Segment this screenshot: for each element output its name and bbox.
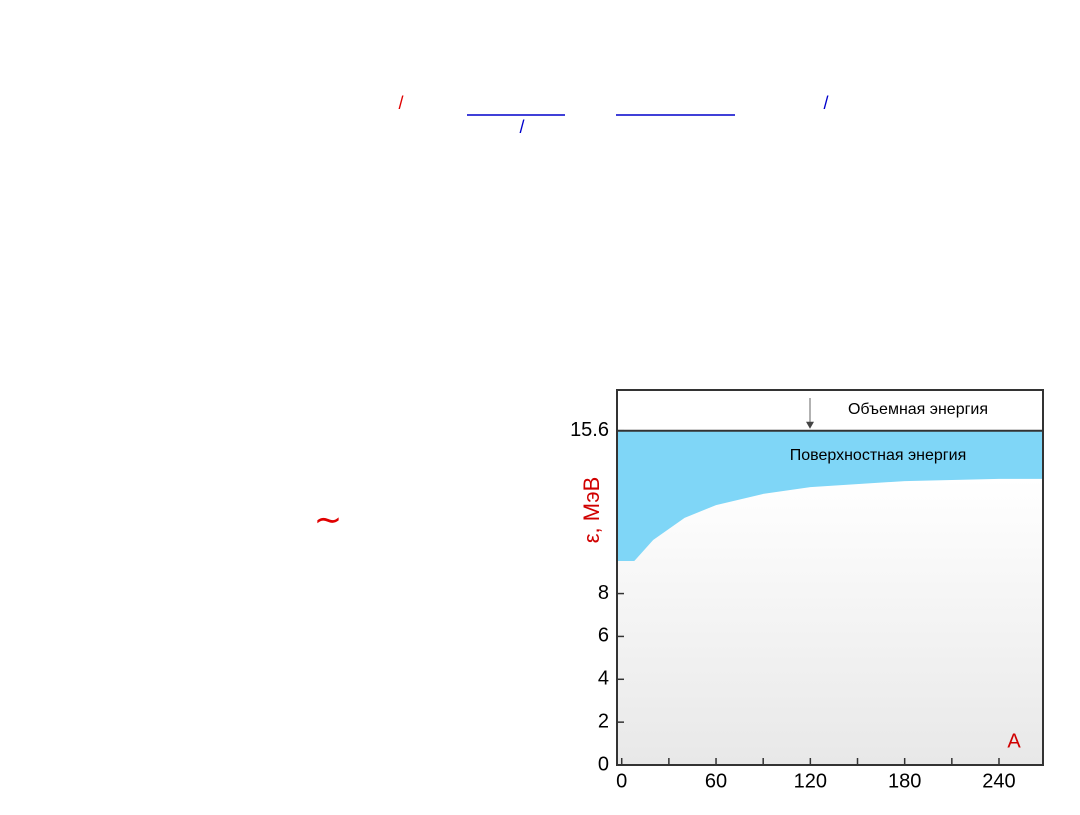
x-tick-label: 60 (705, 770, 727, 792)
y-tick-label: 15.6 (570, 419, 609, 441)
surface-area (617, 430, 1043, 561)
plot-frame (616, 389, 1044, 766)
slide-mark: ∼ (314, 501, 343, 539)
slide-mark: / (823, 93, 828, 113)
y-tick-label: 6 (598, 625, 609, 647)
below-curve (617, 478, 1043, 765)
y-tick-label: 8 (598, 582, 609, 604)
x-tick-label: 120 (794, 770, 827, 792)
x-tick-label: 180 (888, 770, 921, 792)
y-tick-label: 2 (598, 710, 609, 732)
y-tick-label: 0 (598, 753, 609, 775)
arrow-head (806, 421, 814, 429)
slide-mark: / (519, 117, 524, 137)
x-tick-label: 240 (982, 770, 1015, 792)
y-axis-label: ε, МэВ (579, 477, 604, 544)
x-tick-label: 0 (616, 770, 627, 792)
annotation: Объемная энергия (848, 401, 988, 418)
slide-mark: / (398, 93, 403, 113)
x-axis-label: A (1007, 730, 1021, 752)
y-tick-label: 4 (598, 668, 609, 690)
annotation: Поверхностная энергия (790, 447, 966, 464)
